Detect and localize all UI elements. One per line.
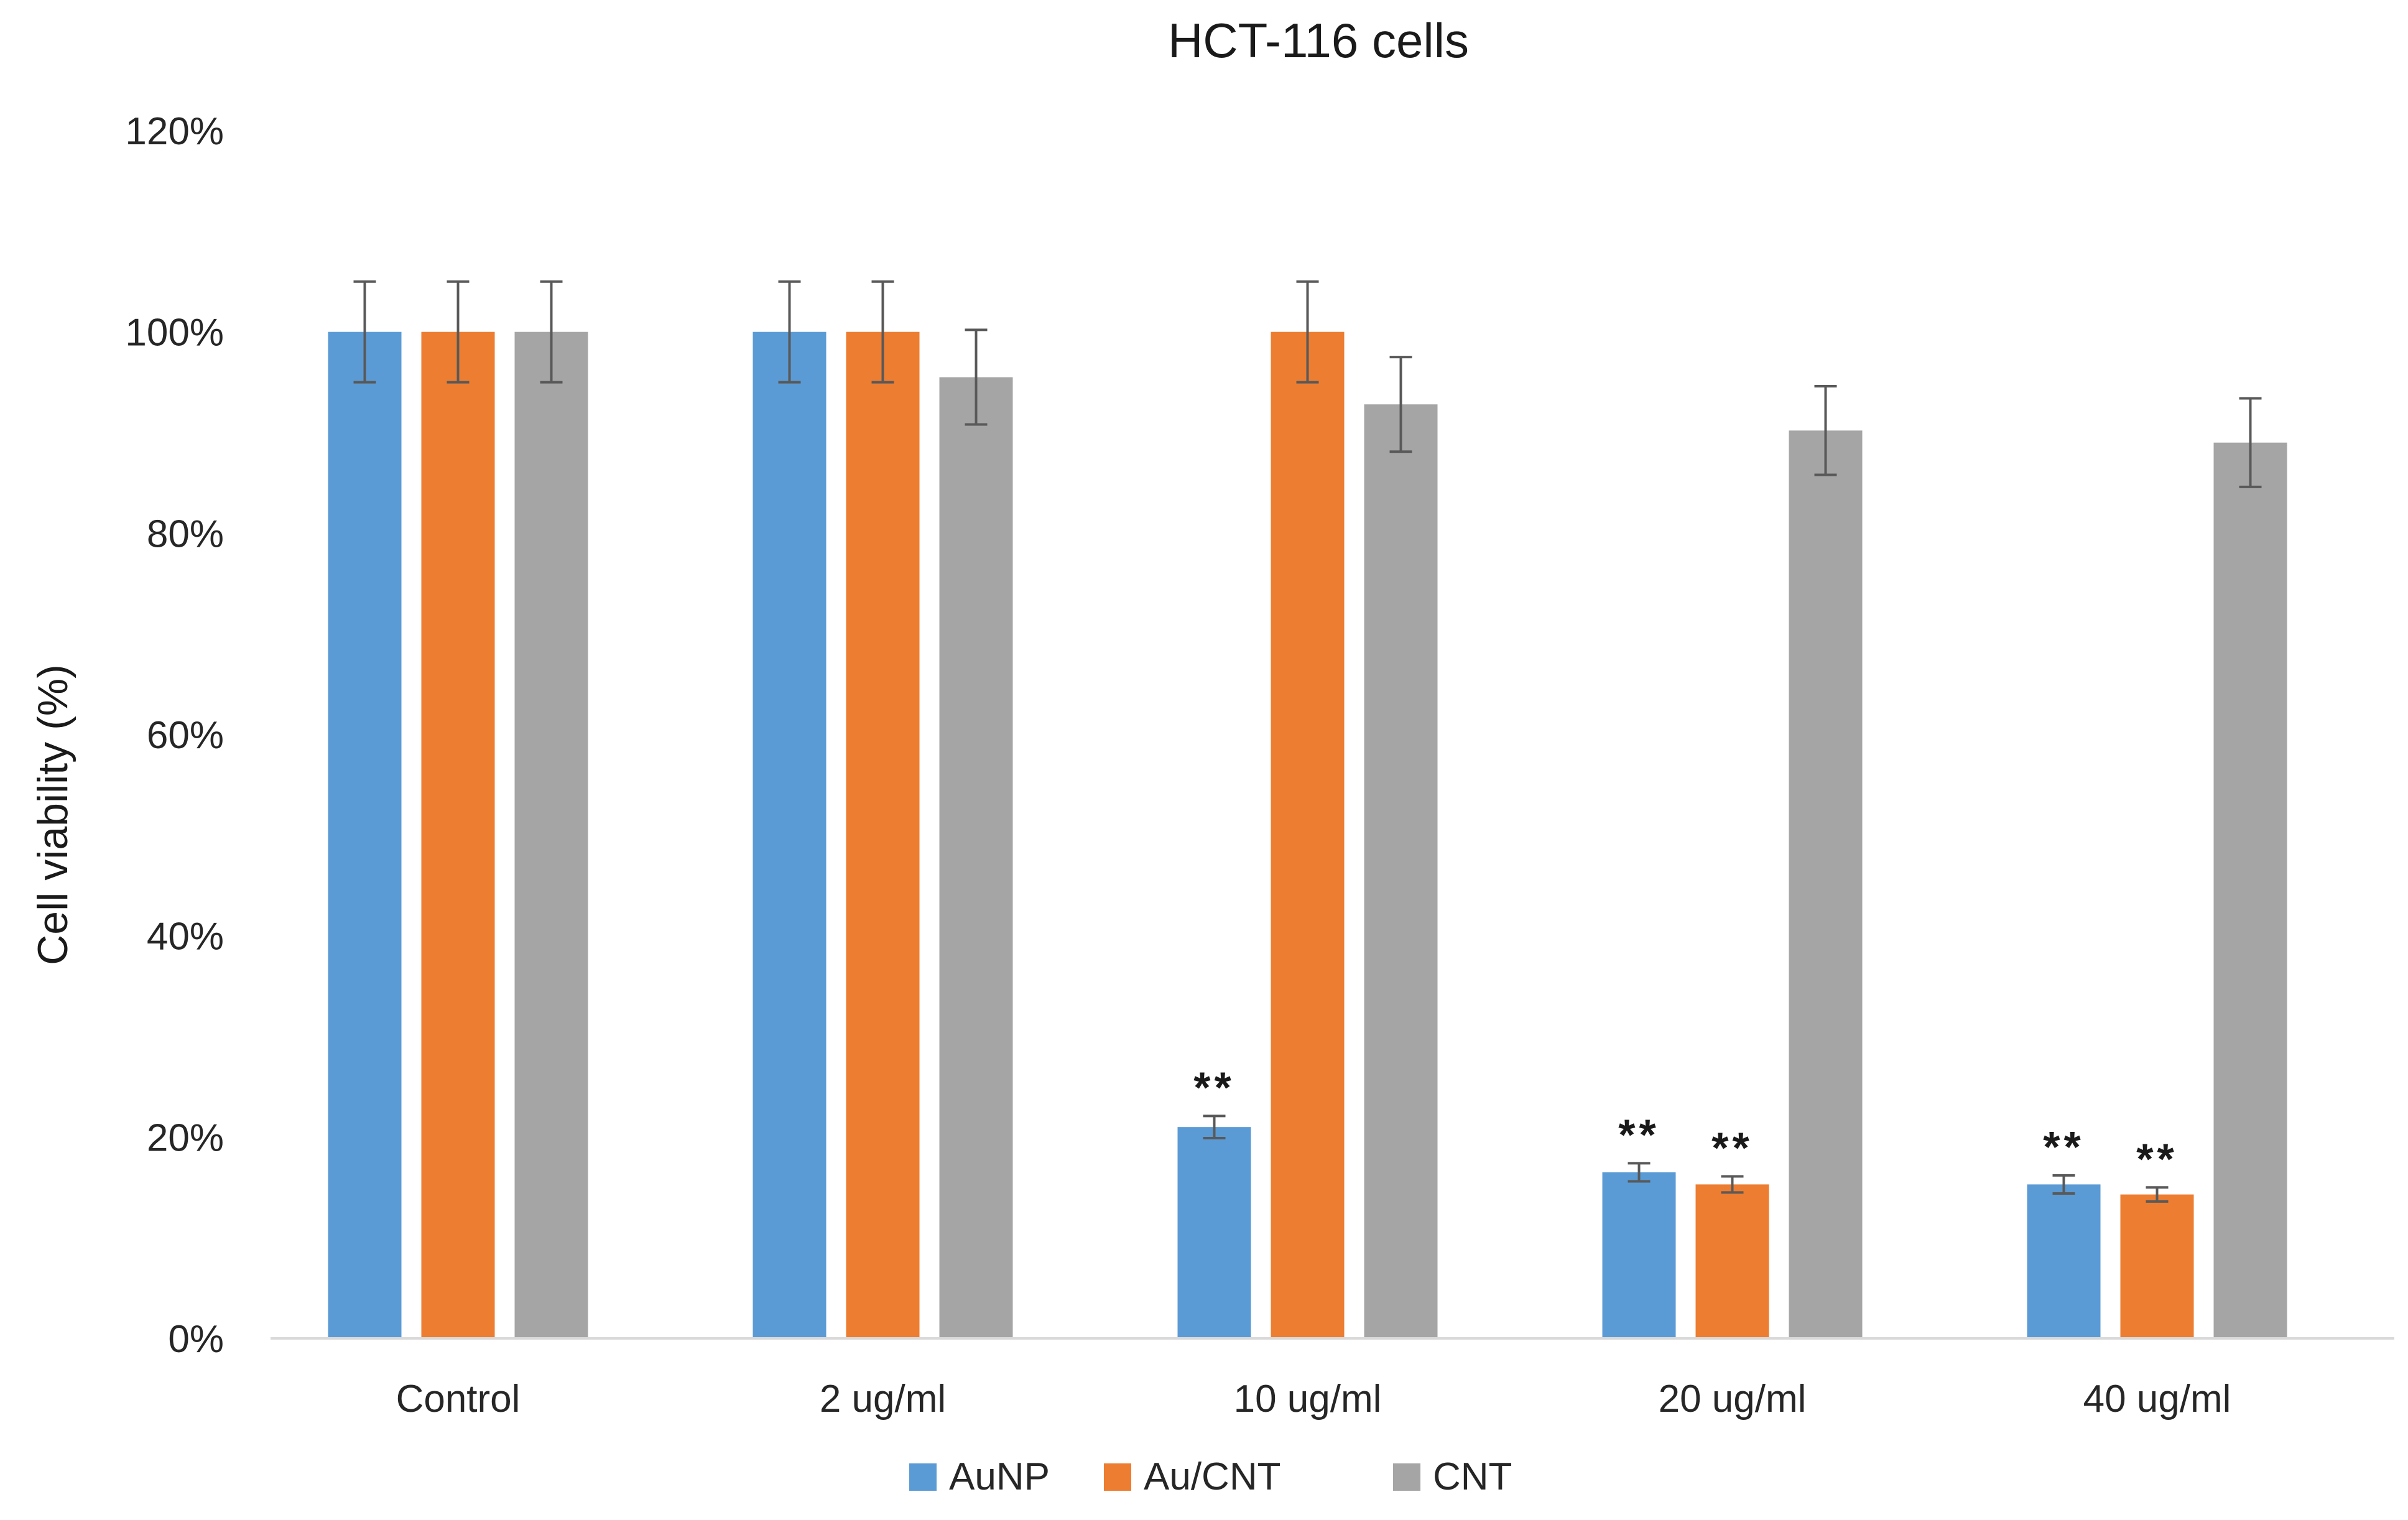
bar-aunp-2 (1177, 1127, 1251, 1338)
y-axis-ticks: 0% 20% 40% 60% 80% 100% 120% (125, 110, 224, 1361)
bar-cnt-3 (1789, 430, 1863, 1338)
significance-marker: ** (1711, 1123, 1753, 1172)
x-category-label: 40 ug/ml (2083, 1378, 2231, 1420)
y-tick-label: 120% (125, 110, 224, 153)
y-tick-label: 80% (147, 512, 224, 555)
bar-au-cnt-3 (1695, 1184, 1769, 1338)
legend: AuNP Au/CNT CNT (909, 1455, 1512, 1498)
legend-swatch (1104, 1463, 1131, 1491)
bar-au-cnt-2 (1271, 331, 1345, 1338)
y-tick-label: 0% (168, 1318, 224, 1361)
bar-au-cnt-0 (421, 331, 495, 1338)
x-axis-categories: Control 2 ug/ml 10 ug/ml 20 ug/ml 40 ug/ml (396, 1378, 2231, 1420)
bar-aunp-3 (1602, 1172, 1676, 1338)
x-category-label: Control (396, 1378, 521, 1420)
bar-cnt-1 (939, 377, 1013, 1338)
bar-au-cnt-1 (846, 331, 920, 1338)
y-tick-label: 40% (147, 915, 224, 958)
x-category-label: 10 ug/ml (1234, 1378, 1382, 1420)
significance-annotations: ** ** ** ** ** (1193, 1063, 2177, 1183)
bar-aunp-0 (328, 331, 402, 1338)
x-category-label: 20 ug/ml (1659, 1378, 1807, 1420)
bar-cnt-4 (2213, 442, 2287, 1338)
y-tick-label: 60% (147, 714, 224, 757)
significance-marker: ** (2043, 1123, 2084, 1171)
x-category-label: 2 ug/ml (820, 1378, 946, 1420)
bar-cnt-2 (1364, 404, 1438, 1338)
significance-marker: ** (1618, 1110, 1659, 1159)
legend-label: Au/CNT (1144, 1455, 1280, 1498)
legend-label: AuNP (949, 1455, 1050, 1498)
y-tick-label: 100% (125, 312, 224, 355)
y-axis-label: Cell viability (%) (29, 664, 76, 965)
bar-aunp-1 (752, 331, 827, 1338)
bar-cnt-0 (514, 331, 588, 1338)
legend-label: CNT (1433, 1455, 1512, 1498)
chart-title: HCT-116 cells (1168, 13, 1469, 68)
y-tick-label: 20% (147, 1116, 224, 1159)
bar-aunp-4 (2027, 1184, 2101, 1338)
legend-swatch (909, 1463, 937, 1491)
error-bars-layer (353, 280, 2262, 1203)
significance-marker: ** (2136, 1134, 2177, 1183)
significance-marker: ** (1193, 1063, 1234, 1111)
legend-swatch (1393, 1463, 1420, 1491)
bar-au-cnt-4 (2120, 1194, 2194, 1338)
bars-layer (328, 331, 2287, 1338)
